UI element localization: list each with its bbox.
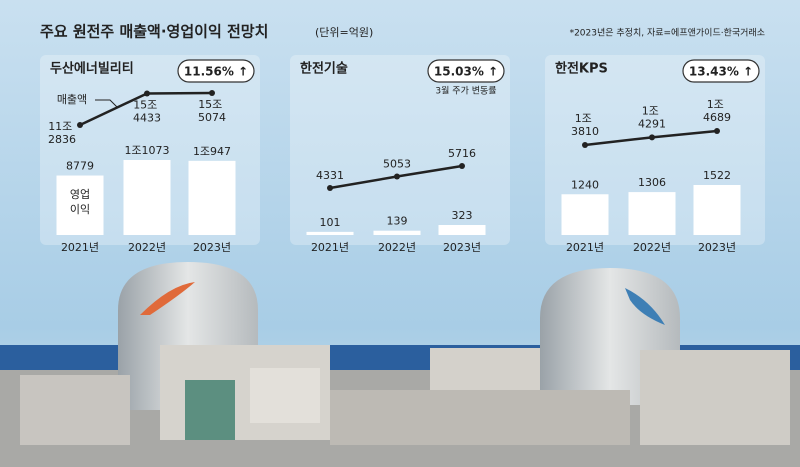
bar-series-label: 영업 이익 [70, 188, 90, 216]
x-tick-label: 2021년 [311, 241, 349, 254]
bar [56, 175, 104, 235]
badge-box [427, 59, 505, 83]
line-point [714, 128, 720, 134]
bar-value-label: 1조947 [193, 145, 231, 158]
leader [95, 99, 119, 109]
panel-title: 두산에너빌리티 [50, 61, 134, 77]
x-tick-label: 2023년 [193, 241, 231, 254]
line-value-label: 1조 4689 [703, 98, 731, 124]
bar-value-label: 139 [387, 215, 408, 228]
bar-value-label: 323 [452, 209, 473, 222]
line-point [649, 134, 655, 141]
bar-value-label: 1522 [703, 169, 731, 182]
line-value-label: 1조 3810 [571, 112, 599, 138]
source-note: *2023년은 추정치, 자료=에프앤가이드·한국거래소 [570, 27, 765, 39]
x-tick-label: 2023년 [443, 241, 481, 254]
panel [290, 55, 510, 245]
line-point [77, 122, 83, 128]
badge: 13.43% ↑ [689, 65, 753, 79]
plant-left [20, 262, 330, 445]
unit: (단위=억원) [315, 26, 373, 39]
line-series-label: 매출액 [57, 93, 87, 106]
badge: 15.03% ↑ [434, 65, 498, 79]
panel-title: 한전기술 [300, 61, 348, 77]
bar [188, 160, 236, 235]
line-value-label: 1조 4291 [638, 104, 666, 130]
line-value-label: 15조 4433 [133, 98, 161, 124]
bar-value-label: 101 [320, 216, 341, 229]
bar [373, 230, 421, 235]
x-tick-label: 2023년 [698, 241, 736, 254]
badge-note: 3월 주가 변동률 [435, 85, 496, 97]
x-tick-label: 2022년 [378, 241, 416, 254]
x-tick-label: 2022년 [633, 241, 671, 254]
bar [628, 192, 676, 235]
title: 주요 원전주 매출액·영업이익 전망치 [40, 23, 268, 41]
bar [561, 194, 609, 235]
line-point [144, 90, 150, 97]
bar [693, 185, 741, 235]
line-value-label: 5053 [383, 158, 411, 171]
bar-value-label: 1조1073 [124, 144, 169, 157]
x-tick-label: 2021년 [566, 241, 604, 254]
badge-box [177, 59, 255, 83]
line-point [582, 142, 588, 148]
x-tick-label: 2021년 [61, 241, 99, 254]
line-point [327, 185, 333, 191]
x-tick-label: 2022년 [128, 241, 166, 254]
bar-value-label: 1240 [571, 178, 599, 191]
line-point [459, 163, 465, 169]
line-point [209, 90, 215, 96]
bar [306, 231, 354, 235]
line-value-label: 5716 [448, 147, 476, 160]
plant-right [330, 268, 790, 445]
badge: 11.56% ↑ [184, 65, 248, 79]
bar-value-label: 1306 [638, 176, 666, 189]
bar [438, 225, 486, 235]
bar-value-label: 8779 [66, 160, 94, 173]
line-point [394, 173, 400, 180]
badge-box [682, 59, 760, 83]
panel-title: 한전KPS [555, 61, 608, 77]
line-value-label: 15조 5074 [198, 98, 226, 124]
bar [123, 160, 171, 235]
line-value-label: 4331 [316, 169, 344, 182]
line-value-label: 11조 2836 [48, 120, 76, 146]
